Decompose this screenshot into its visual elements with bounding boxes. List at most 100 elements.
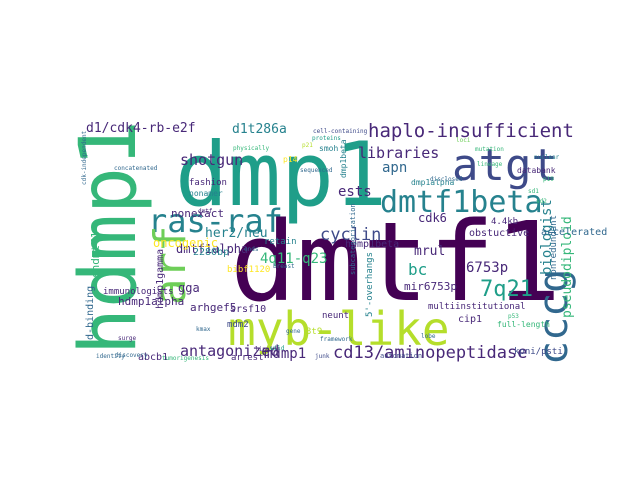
cloud-word: cd13/aminopeptidase: [333, 343, 527, 363]
cloud-word: haplo-insufficient: [368, 120, 574, 142]
cloud-word: obstuctive: [469, 228, 529, 239]
cloud-word: p21: [302, 142, 313, 149]
cloud-word: mdm2: [227, 320, 249, 330]
cloud-word: pseudodiploid: [560, 216, 575, 318]
cloud-word: ends: [244, 246, 259, 253]
cloud-word: sequenced: [300, 167, 333, 174]
cloud-word: ras-raf: [148, 202, 283, 240]
cloud-word: hdmp1gamma: [155, 249, 166, 309]
cloud-word: p19: [543, 176, 554, 183]
cloud-word: hdmp1beta: [345, 239, 399, 250]
cloud-word: databank: [517, 166, 556, 175]
cloud-word: lobe: [421, 333, 436, 340]
cloud-word: p14: [283, 155, 298, 164]
cloud-word: oncogenic: [153, 236, 218, 250]
cloud-word: 5'-overhangs: [365, 252, 375, 317]
cloud-word: sd2: [536, 198, 547, 205]
cloud-word: lipoid: [255, 346, 277, 353]
cloud-word: p53: [508, 313, 519, 320]
cloud-word: shotgun: [180, 151, 243, 169]
cloud-word: surge: [118, 335, 136, 342]
cloud-word: ests: [338, 184, 372, 200]
cloud-word: 2280bp: [193, 247, 229, 258]
cloud-word: 3t9: [306, 327, 322, 337]
cloud-word: lineage: [477, 161, 503, 168]
cloud-word: nonredundant: [549, 215, 559, 280]
cloud-word: dmp1beta: [339, 139, 348, 178]
cloud-word: accelerated: [541, 227, 607, 238]
cloud-word: kmax: [196, 326, 211, 333]
cloud-word: dmtf1: [230, 198, 561, 326]
cloud-word: tumorigenesis: [162, 355, 209, 362]
cloud-word: 4.4kb: [491, 217, 518, 227]
cloud-word: arhgef5: [190, 301, 236, 314]
cloud-word: retain: [264, 237, 297, 247]
cloud-word: breast: [273, 263, 295, 270]
cloud-word: proteins: [312, 135, 341, 142]
cloud-word: atgt: [452, 140, 558, 191]
cloud-word: d1/cdk4-rb-e2f: [86, 121, 196, 136]
cloud-word: identity: [96, 353, 125, 360]
cloud-word: cdk6: [418, 211, 447, 225]
cloud-word: multiinstitutional: [428, 302, 526, 312]
cloud-word: mir6753p: [404, 280, 457, 293]
cloud-word: gene: [286, 328, 301, 335]
cloud-word: apn: [382, 160, 407, 176]
cloud-panel: [80, 120, 560, 360]
cloud-word: nuclear: [534, 154, 560, 161]
cloud-word: dmtf1beta: [380, 185, 543, 220]
cloud-word: automation: [380, 352, 422, 360]
cloud-word: framework: [320, 336, 353, 343]
cloud-word: fashion: [189, 178, 227, 188]
cloud-word: physically: [233, 145, 270, 152]
cloud-word: immunologists: [103, 287, 173, 297]
cloud-word: libraries: [358, 144, 439, 162]
cloud-word: cyclin: [320, 225, 381, 245]
cloud-word: cdk-independent: [81, 130, 88, 185]
cloud-word: d1t286a: [232, 122, 287, 137]
cloud-word: sd1: [528, 188, 539, 195]
cloud-word: kpni/psti: [514, 347, 563, 357]
cloud-word: wild: [270, 345, 285, 352]
cloud-word: dmtf: [198, 208, 213, 215]
cloud-word: junk: [315, 353, 330, 360]
cloud-word: dmtf1alpha: [176, 242, 248, 256]
cloud-word: shdmtf1: [89, 232, 102, 278]
cloud-word: d-binding: [85, 286, 96, 340]
cloud-word: 6753p: [466, 260, 508, 276]
cloud-word: antagonized: [180, 342, 279, 360]
cloud-word: disclosed: [430, 176, 463, 183]
cloud-word: gga: [178, 281, 200, 295]
cloud-word: abcb1: [138, 352, 168, 363]
cloud-word: 7q21: [480, 277, 533, 302]
cloud-word: nonexact: [171, 207, 224, 220]
cloud-word: subcategorization: [349, 203, 357, 275]
cloud-word: smoh: [319, 144, 338, 153]
cloud-word: her2/neu: [205, 226, 268, 241]
cloud-word: 4q11-q23: [260, 251, 327, 267]
cloud-word: mutation: [475, 146, 504, 153]
cloud-word: mrul: [414, 244, 445, 259]
cloud-word: dmp1: [175, 123, 387, 226]
cloud-word: full-length: [497, 320, 550, 329]
cloud-word: bibf1120: [227, 265, 270, 275]
cloud-word: biologist: [539, 199, 555, 275]
cloud-word: myb-like: [228, 302, 450, 356]
cloud-word: bc: [408, 260, 427, 279]
cloud-word: discovery: [115, 352, 148, 359]
cloud-word: hdmp1alpha: [118, 295, 184, 308]
cloud-word: loci: [456, 137, 471, 144]
cloud-word: nonamer: [189, 189, 223, 198]
cloud-word: cccg: [531, 269, 577, 365]
cloud-word: cell-containing: [313, 128, 368, 135]
cloud-word: concatenated: [114, 165, 158, 172]
cloud-word: mdmp1: [264, 346, 306, 362]
cloud-word: srsf10: [230, 304, 266, 315]
cloud-word: arrest: [231, 353, 264, 363]
cloud-word: hdmp1: [64, 120, 154, 355]
cloud-word: cip1: [458, 314, 482, 325]
cloud-word: neunt: [322, 311, 349, 321]
cloud-word: arf: [145, 226, 196, 305]
